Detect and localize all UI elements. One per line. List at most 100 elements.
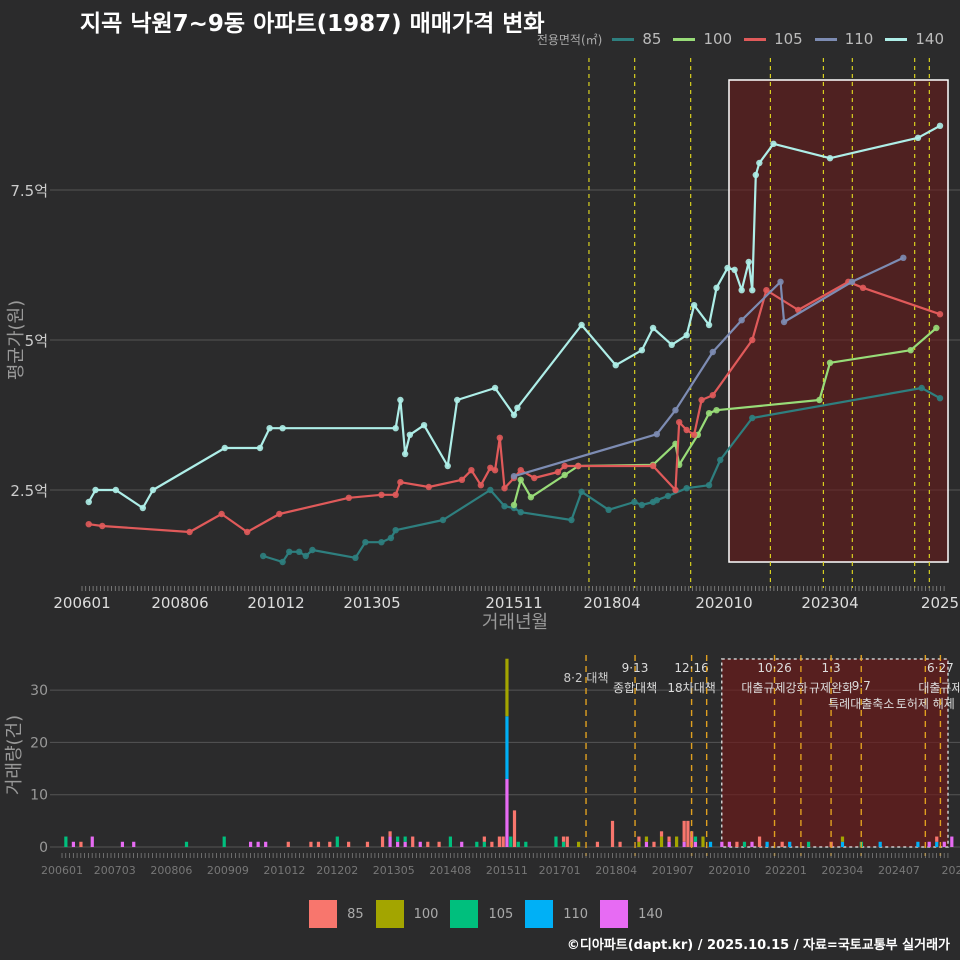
data-point-140 [397, 396, 404, 404]
bar-140 [249, 841, 253, 847]
data-point-85 [918, 384, 925, 392]
legend-label-85: 85 [642, 30, 662, 48]
bar-140 [750, 841, 754, 847]
data-point-110 [777, 278, 784, 285]
bar-100 [644, 836, 649, 842]
data-point-100 [826, 359, 834, 366]
data-point-105 [649, 462, 657, 470]
bar-105 [396, 836, 400, 842]
data-point-105 [345, 494, 353, 501]
bar-110 [505, 716, 509, 780]
bar-140 [396, 841, 400, 847]
data-point-105 [491, 467, 499, 474]
bar-140 [505, 779, 509, 847]
bar-140 [403, 841, 407, 847]
data-point-85 [717, 456, 724, 464]
bar-140 [950, 836, 954, 847]
data-point-85 [664, 492, 672, 500]
data-point-105 [698, 396, 705, 404]
y-tick-label: 2.5억 [10, 482, 48, 500]
data-point-105 [676, 419, 683, 426]
data-point-140 [731, 266, 738, 273]
y-axis-title: 평균가(원) [6, 300, 27, 380]
data-point-105 [763, 287, 770, 294]
data-point-105 [859, 284, 867, 291]
data-point-85 [387, 534, 395, 542]
data-point-85 [683, 485, 690, 492]
data-point-85 [517, 509, 524, 516]
bar-140 [71, 841, 76, 847]
bar-85 [79, 841, 83, 847]
data-point-105 [487, 464, 494, 471]
bar-85 [595, 841, 600, 847]
bar-110 [935, 841, 939, 847]
bar-85 [686, 820, 690, 847]
legend-swatch-140 [600, 900, 629, 928]
data-point-105 [244, 528, 251, 536]
x-tick-label: 202010 [695, 594, 752, 612]
bar-105 [403, 836, 407, 842]
bar-100 [701, 836, 705, 847]
x-tick-label: 200909 [207, 864, 249, 877]
bar-105 [516, 841, 520, 847]
bar-85 [490, 841, 494, 847]
x-tick-label: 202010 [708, 864, 750, 877]
legend-swatch-105 [450, 900, 479, 928]
data-point-105 [276, 510, 283, 518]
data-point-100 [510, 501, 518, 509]
bar-85 [561, 836, 566, 842]
x-tick-label: 200806 [151, 594, 208, 612]
x-tick-label: 2025 [941, 864, 960, 877]
data-point-85 [653, 497, 660, 504]
data-point-85 [439, 516, 447, 524]
bar-85 [735, 841, 739, 847]
data-point-140 [756, 159, 763, 167]
x-tick-label: 200703 [94, 864, 136, 877]
data-point-140 [936, 122, 944, 129]
x-tick-label: 201907 [652, 864, 694, 877]
bar-105 [509, 836, 513, 847]
legend-label-110: 110 [563, 906, 589, 922]
data-point-85 [302, 552, 309, 560]
data-point-140 [668, 341, 675, 348]
highlight-box [721, 658, 949, 848]
legend-label-100: 100 [703, 30, 733, 48]
data-point-140 [578, 321, 585, 329]
data-point-140 [705, 321, 713, 329]
data-point-140 [392, 425, 399, 432]
data-point-105 [575, 462, 582, 470]
legend-label-100: 100 [413, 906, 439, 922]
data-point-110 [510, 473, 518, 480]
bar-110 [765, 841, 769, 847]
data-point-105 [936, 311, 944, 318]
event-name: 토허제 해제 [896, 697, 955, 711]
data-point-140 [401, 450, 409, 458]
footer-credit: ©디아파트(dapt.kr) / 2025.10.15 / 자료=국토교통부 실… [566, 938, 950, 953]
data-point-140 [266, 425, 273, 432]
data-point-85 [501, 503, 508, 510]
data-point-105 [99, 522, 106, 530]
y-tick-label: 10 [30, 788, 48, 804]
event-date: 9·7 [852, 679, 871, 693]
data-point-105 [501, 485, 508, 492]
data-point-105 [672, 486, 679, 494]
legend-swatch-110 [525, 900, 554, 928]
data-point-140 [406, 431, 414, 438]
bar-85 [512, 810, 517, 847]
x-tick-label: 201408 [429, 864, 471, 877]
bar-85 [637, 836, 641, 842]
data-point-85 [286, 548, 293, 555]
data-point-85 [936, 395, 944, 402]
data-point-140 [826, 155, 834, 162]
data-point-85 [631, 498, 638, 506]
bar-105 [742, 841, 747, 847]
bar-100 [675, 836, 679, 847]
data-point-140 [752, 171, 759, 179]
data-point-105 [425, 483, 432, 491]
y-tick-label: 7.5억 [10, 182, 48, 200]
bar-85 [388, 831, 392, 837]
data-point-85 [392, 527, 399, 534]
data-point-140 [444, 462, 451, 470]
x-tick-label: 201012 [247, 594, 304, 612]
legend-label-85: 85 [347, 906, 364, 922]
